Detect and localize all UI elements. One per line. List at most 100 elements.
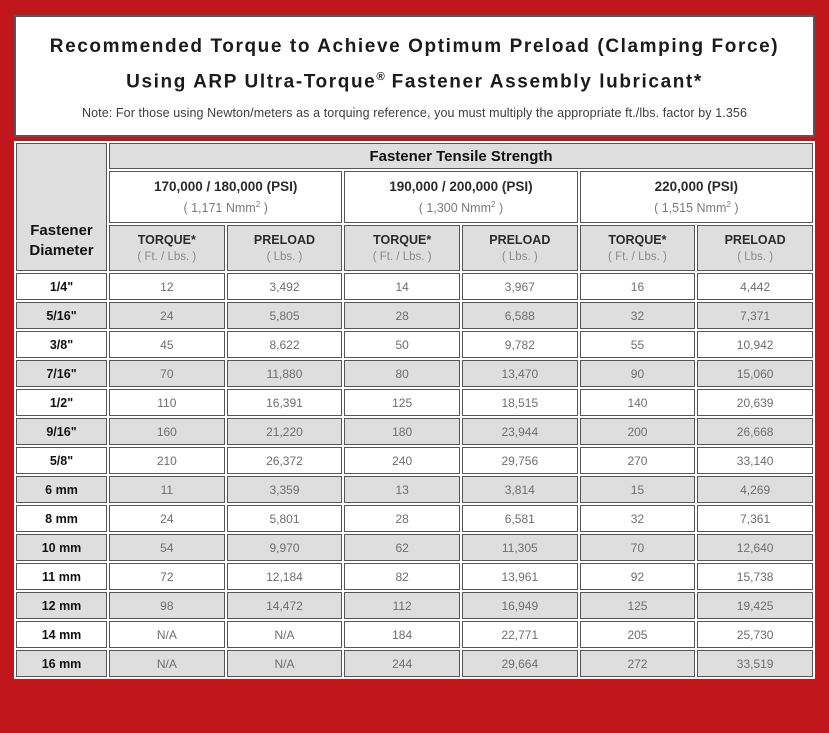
- table-row: 9/16" 160 21,220 180 23,944 200 26,668: [16, 418, 813, 445]
- value-cell: 16,949: [461, 592, 578, 619]
- nmm-label: ( 1,300 Nmm2 ): [418, 199, 504, 216]
- value-cell: 14,472: [226, 592, 343, 619]
- value-cell: 110: [109, 389, 225, 416]
- value-cell: 26,372: [226, 447, 343, 474]
- tensile-strength-header-row: Fastener Diameter Fastener Tensile Stren…: [16, 143, 813, 271]
- value-cell: 16: [579, 273, 696, 300]
- value-cell: 21,220: [226, 418, 343, 445]
- torque-table-body: Fastener Diameter Fastener Tensile Stren…: [16, 143, 813, 677]
- psi-header-row: 170,000 / 180,000 (PSI) ( 1,171 Nmm2 ) 1…: [16, 171, 813, 223]
- value-cell: 16,391: [226, 389, 343, 416]
- table-row: 16 mm N/A N/A 244 29,664 272 33,519: [16, 650, 813, 677]
- diameter-cell: 16 mm: [16, 650, 107, 677]
- nmm-label: ( 1,171 Nmm2 ): [183, 199, 268, 216]
- value-cell: 14: [344, 273, 460, 300]
- value-cell: 160: [109, 418, 225, 445]
- value-cell: 244: [344, 650, 460, 677]
- table-row: 10 mm 54 9,970 62 11,305 70 12,640: [16, 534, 813, 561]
- value-cell: 6,588: [461, 302, 578, 329]
- value-cell: 72: [109, 563, 225, 590]
- value-cell: 272: [579, 650, 696, 677]
- value-cell: 4,269: [697, 476, 813, 503]
- torque-preload-header-row: TORQUE* ( Ft. / Lbs. ) PRELOAD ( Lbs. ) …: [16, 225, 813, 271]
- value-cell: 98: [109, 592, 225, 619]
- value-cell: 13: [344, 476, 460, 503]
- strength-group-190-200: 190,000 / 200,000 (PSI) ( 1,300 Nmm2 ): [344, 171, 578, 223]
- value-cell: N/A: [109, 650, 225, 677]
- value-cell: 8,622: [226, 331, 343, 358]
- value-cell: 23,944: [461, 418, 578, 445]
- value-cell: 9,970: [226, 534, 343, 561]
- value-cell: 270: [579, 447, 696, 474]
- value-cell: 140: [579, 389, 696, 416]
- value-cell: 29,756: [461, 447, 578, 474]
- value-cell: 80: [344, 360, 460, 387]
- diameter-cell: 1/2": [16, 389, 107, 416]
- value-cell: 11,880: [226, 360, 343, 387]
- value-cell: 50: [344, 331, 460, 358]
- value-cell: 92: [579, 563, 696, 590]
- table-row: 1/4" 12 3,492 14 3,967 16 4,442: [16, 273, 813, 300]
- table-row: 1/2" 110 16,391 125 18,515 140 20,639: [16, 389, 813, 416]
- page-title-line2: Using ARP Ultra-Torque® Fastener Assembl…: [126, 62, 703, 97]
- diameter-cell: 14 mm: [16, 621, 107, 648]
- value-cell: 5,805: [226, 302, 343, 329]
- value-cell: N/A: [226, 621, 343, 648]
- table-row: 5/8" 210 26,372 240 29,756 270 33,140: [16, 447, 813, 474]
- value-cell: 184: [344, 621, 460, 648]
- value-cell: 12,184: [226, 563, 343, 590]
- table-row: 3/8" 45 8,622 50 9,782 55 10,942: [16, 331, 813, 358]
- page-title-line1: Recommended Torque to Achieve Optimum Pr…: [49, 35, 780, 57]
- value-cell: 12: [109, 273, 225, 300]
- nmm-label: ( 1,515 Nmm2 ): [654, 199, 739, 216]
- diameter-cell: 3/8": [16, 331, 107, 358]
- preload-column-header: PRELOAD ( Lbs. ): [697, 225, 813, 271]
- diameter-cell: 9/16": [16, 418, 107, 445]
- value-cell: 20,639: [697, 389, 813, 416]
- value-cell: 33,519: [697, 650, 813, 677]
- value-cell: 6,581: [461, 505, 578, 532]
- value-cell: 15: [579, 476, 696, 503]
- value-cell: 24: [109, 302, 225, 329]
- value-cell: N/A: [109, 621, 225, 648]
- fastener-tensile-strength-header: Fastener Tensile Strength: [109, 143, 813, 169]
- value-cell: 70: [109, 360, 225, 387]
- value-cell: 29,664: [461, 650, 578, 677]
- value-cell: 24: [109, 505, 225, 532]
- value-cell: 210: [109, 447, 225, 474]
- value-cell: 25,730: [697, 621, 813, 648]
- diameter-cell: 5/8": [16, 447, 107, 474]
- value-cell: 32: [579, 505, 696, 532]
- value-cell: 5,801: [226, 505, 343, 532]
- value-cell: 3,359: [226, 476, 343, 503]
- value-cell: 3,492: [226, 273, 343, 300]
- table-row: 8 mm 24 5,801 28 6,581 32 7,361: [16, 505, 813, 532]
- diameter-cell: 8 mm: [16, 505, 107, 532]
- value-cell: 3,814: [461, 476, 578, 503]
- value-cell: 22,771: [461, 621, 578, 648]
- torque-column-header: TORQUE* ( Ft. / Lbs. ): [579, 225, 696, 271]
- diameter-cell: 6 mm: [16, 476, 107, 503]
- value-cell: 12,640: [697, 534, 813, 561]
- table-row: 6 mm 11 3,359 13 3,814 15 4,269: [16, 476, 813, 503]
- value-cell: 11,305: [461, 534, 578, 561]
- value-cell: 18,515: [461, 389, 578, 416]
- diameter-cell: 5/16": [16, 302, 107, 329]
- value-cell: 70: [579, 534, 696, 561]
- value-cell: 33,140: [697, 447, 813, 474]
- value-cell: 26,668: [697, 418, 813, 445]
- table-row: 7/16" 70 11,880 80 13,470 90 15,060: [16, 360, 813, 387]
- strength-group-220: 220,000 (PSI) ( 1,515 Nmm2 ): [579, 171, 813, 223]
- value-cell: 19,425: [697, 592, 813, 619]
- value-cell: 55: [579, 331, 696, 358]
- value-cell: 10,942: [697, 331, 813, 358]
- value-cell: 7,371: [697, 302, 813, 329]
- value-cell: 9,782: [461, 331, 578, 358]
- value-cell: 4,442: [697, 273, 813, 300]
- registered-trademark-symbol: ®: [376, 70, 385, 83]
- value-cell: 7,361: [697, 505, 813, 532]
- table-row: 11 mm 72 12,184 82 13,961 92 15,738: [16, 563, 813, 590]
- title-line2-pre: Using ARP Ultra-Torque: [126, 71, 377, 93]
- diameter-cell: 7/16": [16, 360, 107, 387]
